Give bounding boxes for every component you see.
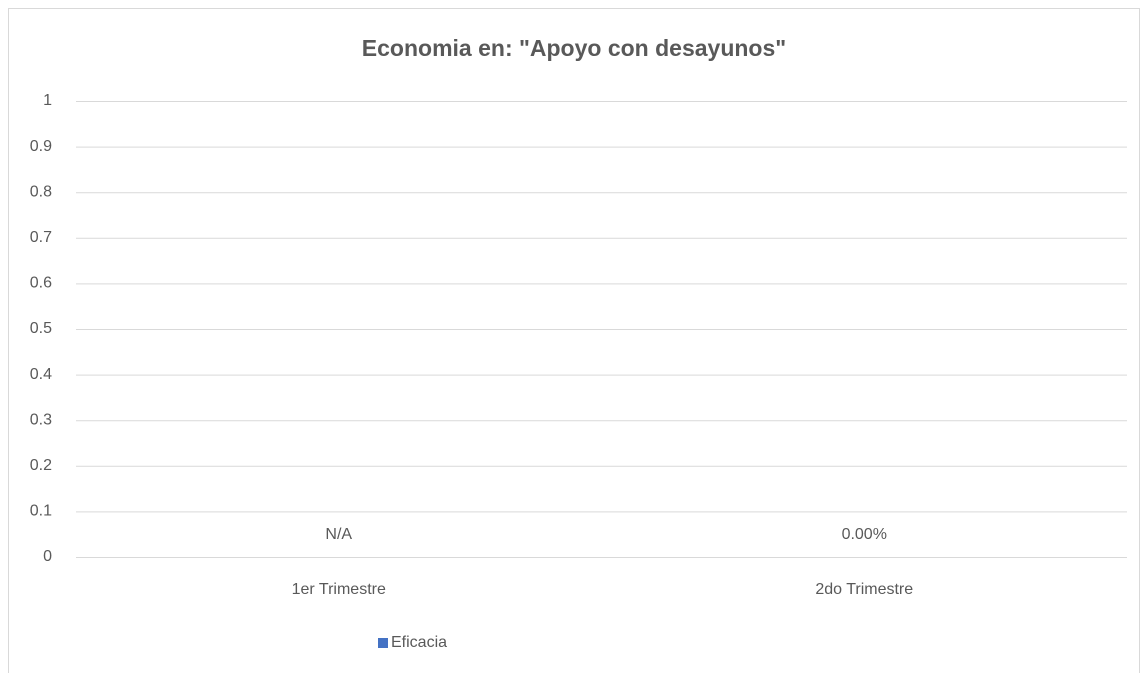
legend-label: Eficacia	[391, 634, 447, 651]
y-tick-label: 0.5	[30, 320, 52, 337]
y-tick-label: 0.9	[30, 138, 52, 155]
chart-frame	[8, 8, 1140, 673]
legend-swatch	[378, 638, 388, 648]
y-tick-label: 0.3	[30, 411, 52, 428]
data-label: 0.00%	[842, 526, 887, 543]
y-tick-label: 0.2	[30, 457, 52, 474]
y-tick-label: 1	[43, 92, 52, 109]
x-tick-label: 1er Trimestre	[292, 581, 386, 598]
x-tick-label: 2do Trimestre	[815, 581, 913, 598]
chart-title: Economia en: "Apoyo con desayunos"	[362, 35, 786, 61]
y-tick-label: 0	[43, 548, 52, 565]
y-tick-label: 0.6	[30, 275, 52, 292]
y-tick-label: 0.4	[30, 366, 52, 383]
y-tick-label: 0.1	[30, 503, 52, 520]
y-tick-label: 0.8	[30, 183, 52, 200]
data-label: N/A	[325, 526, 352, 543]
y-tick-label: 0.7	[30, 229, 52, 246]
